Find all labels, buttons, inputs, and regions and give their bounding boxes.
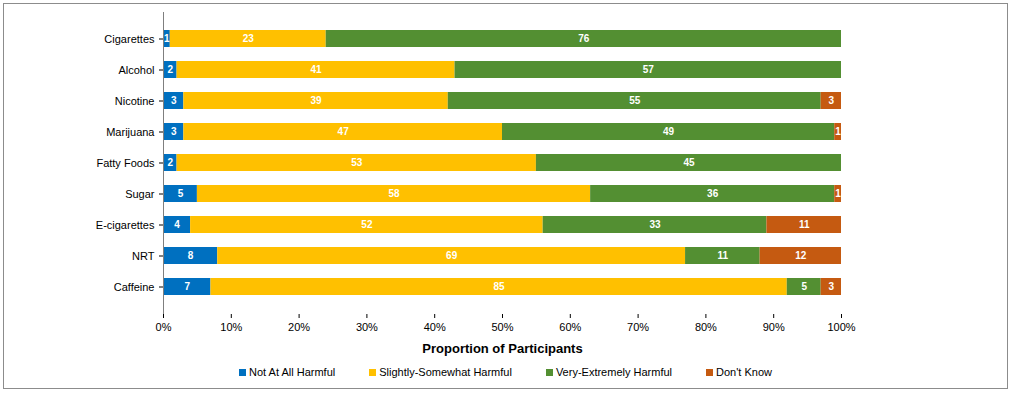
svg-text:2: 2 (167, 157, 173, 168)
svg-text:30%: 30% (356, 321, 378, 333)
svg-text:3: 3 (829, 95, 835, 106)
svg-text:60%: 60% (559, 321, 581, 333)
svg-text:55: 55 (629, 95, 641, 106)
svg-text:E-cigarettes: E-cigarettes (96, 219, 155, 231)
svg-text:76: 76 (578, 33, 590, 44)
svg-text:58: 58 (388, 188, 400, 199)
svg-text:41: 41 (310, 64, 322, 75)
svg-text:Caffeine: Caffeine (114, 281, 155, 293)
svg-text:11: 11 (799, 219, 810, 230)
svg-text:39: 39 (310, 95, 322, 106)
svg-text:45: 45 (683, 157, 695, 168)
svg-text:100%: 100% (827, 321, 855, 333)
svg-text:Alcohol: Alcohol (118, 64, 154, 76)
svg-text:Sugar: Sugar (125, 188, 155, 200)
svg-text:52: 52 (361, 219, 373, 230)
svg-text:8: 8 (188, 250, 194, 261)
svg-text:33: 33 (649, 219, 661, 230)
svg-text:57: 57 (643, 64, 655, 75)
svg-text:1: 1 (835, 126, 841, 137)
svg-text:Fatty Foods: Fatty Foods (96, 157, 155, 169)
svg-text:10%: 10% (220, 321, 242, 333)
svg-text:1: 1 (164, 33, 170, 44)
svg-text:40%: 40% (424, 321, 446, 333)
svg-text:20%: 20% (288, 321, 310, 333)
svg-text:3: 3 (829, 281, 835, 292)
svg-text:47: 47 (338, 126, 350, 137)
svg-text:7: 7 (184, 281, 190, 292)
svg-text:49: 49 (663, 126, 675, 137)
svg-text:Nicotine: Nicotine (115, 95, 155, 107)
svg-text:0%: 0% (156, 321, 172, 333)
svg-text:90%: 90% (763, 321, 785, 333)
svg-text:36: 36 (707, 188, 719, 199)
html-text:Not At All Harmful: Not At All Harmful (249, 366, 336, 378)
svg-text:NRT: NRT (132, 250, 155, 262)
svg-text:3: 3 (171, 126, 177, 137)
html-text:Don't Know: Don't Know (716, 366, 772, 378)
html-text:Very-Extremely Harmful: Very-Extremely Harmful (555, 366, 672, 378)
svg-text:5: 5 (178, 188, 184, 199)
svg-text:70%: 70% (627, 321, 649, 333)
svg-text:1: 1 (835, 188, 841, 199)
svg-text:53: 53 (351, 157, 363, 168)
svg-text:11: 11 (718, 250, 729, 261)
svg-text:Cigarettes: Cigarettes (104, 33, 155, 45)
svg-text:85: 85 (494, 281, 506, 292)
svg-text:69: 69 (446, 250, 458, 261)
svg-text:23: 23 (243, 33, 255, 44)
svg-text:2: 2 (167, 64, 173, 75)
svg-text:12: 12 (795, 250, 807, 261)
svg-text:50%: 50% (491, 321, 513, 333)
svg-text:5: 5 (801, 281, 807, 292)
svg-text:Marijuana: Marijuana (106, 126, 155, 138)
html-text:Slightly-Somewhat Harmful: Slightly-Somewhat Harmful (379, 366, 512, 378)
svg-text:4: 4 (174, 219, 180, 230)
html-text:Proportion of Participants: Proportion of Participants (422, 341, 583, 356)
svg-text:3: 3 (171, 95, 177, 106)
svg-text:80%: 80% (695, 321, 717, 333)
